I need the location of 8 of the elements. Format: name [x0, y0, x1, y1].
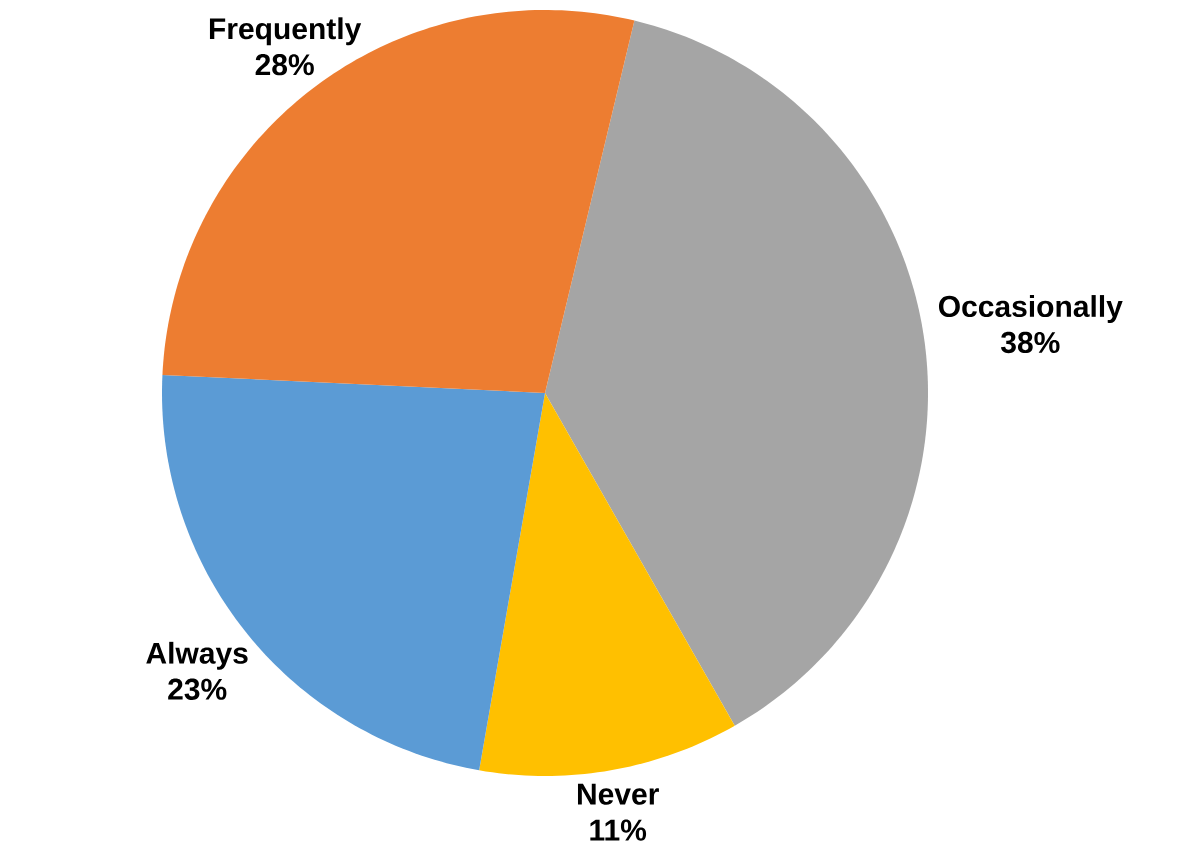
slice-label: Never: [577, 783, 659, 805]
data-label: 23%: [168, 678, 227, 700]
data-label: 38%: [1000, 331, 1060, 354]
data-label: 28%: [255, 54, 314, 76]
slice-label: Occasionally: [938, 295, 1123, 324]
data-label: 11%: [590, 819, 647, 841]
slice-label: Always: [146, 641, 248, 670]
slice-label: Frequently: [209, 17, 362, 46]
